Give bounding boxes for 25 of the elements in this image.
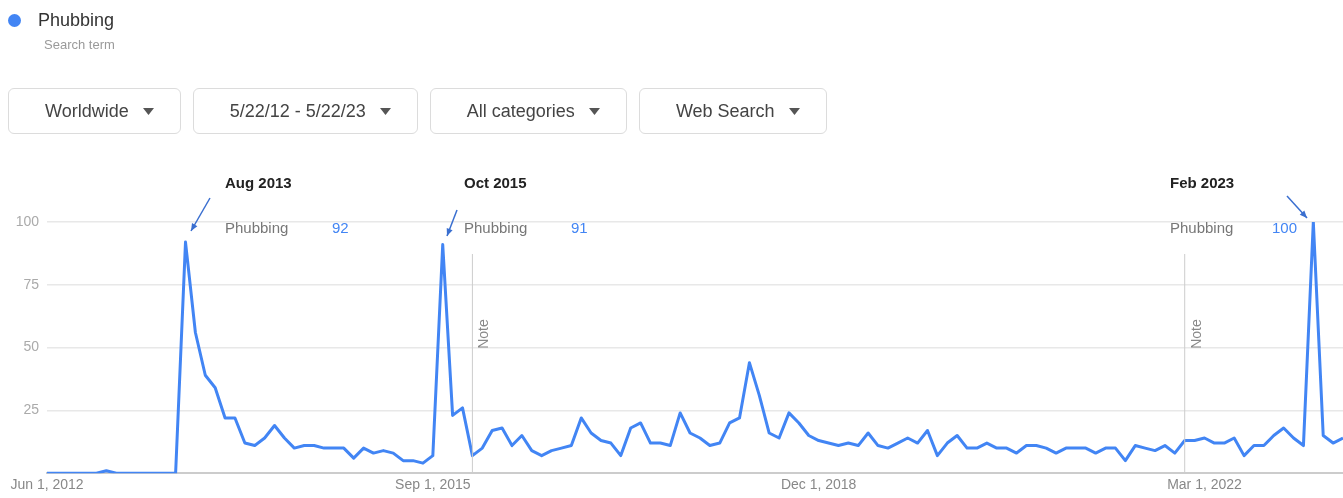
ref-line-label: Note	[475, 319, 492, 349]
legend-label: Phubbing	[38, 10, 115, 31]
text: Worldwide	[45, 100, 129, 122]
x-tick-label: Dec 1, 2018	[780, 476, 857, 493]
y-tick-label: 25	[23, 401, 40, 418]
y-tick-label: 100	[15, 212, 40, 229]
y-tick-label: 75	[23, 275, 40, 292]
text: Phubbing	[225, 219, 289, 236]
text: Aug 2013	[225, 174, 292, 191]
annotation: 91	[571, 219, 588, 236]
text: Feb 2023	[1170, 174, 1235, 191]
text: Web Search	[675, 100, 775, 122]
text: Oct 2015	[464, 174, 527, 191]
text: Phubbing	[1170, 219, 1234, 236]
ref-line-label: Note	[1187, 319, 1204, 349]
text: 5/22/12 - 5/22/23	[229, 100, 366, 122]
text: Phubbing	[464, 219, 528, 236]
x-tick-label: Mar 1, 2022	[1167, 476, 1243, 493]
x-tick-label: Sep 1, 2015	[395, 476, 471, 493]
annotation: 92	[332, 219, 349, 236]
annotation: 100	[1272, 219, 1298, 236]
legend-title: Search term	[44, 37, 115, 52]
text: All categories	[466, 100, 575, 122]
x-tick-label: Jun 1, 2012	[10, 476, 84, 493]
y-tick-label: 50	[23, 338, 40, 355]
